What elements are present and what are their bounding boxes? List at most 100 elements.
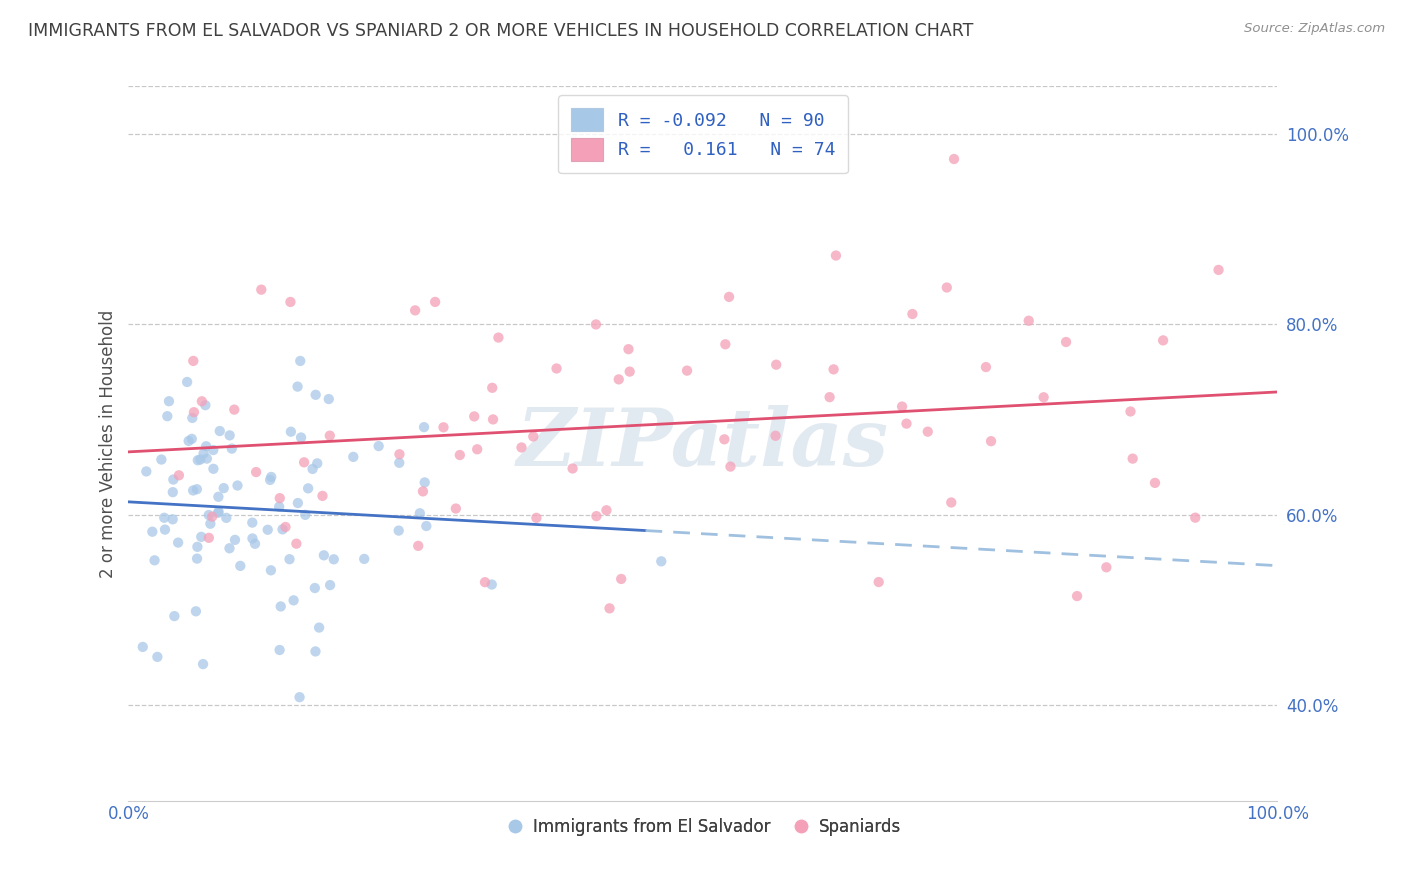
Point [186, 482, 208, 496]
Point [294, 508, 316, 522]
Point [195, 439, 218, 453]
Point [896, 417, 918, 431]
Point [304, 581, 326, 595]
Point [481, 381, 503, 395]
Point [1119, 404, 1142, 418]
Point [449, 448, 471, 462]
Point [412, 484, 434, 499]
Point [388, 447, 411, 461]
Point [176, 375, 198, 389]
Point [290, 354, 312, 368]
Point [409, 506, 432, 520]
Point [278, 552, 301, 566]
Point [256, 523, 278, 537]
Point [610, 572, 633, 586]
Point [162, 485, 184, 500]
Point [765, 429, 787, 443]
Point [825, 248, 848, 262]
Legend: Immigrants from El Salvador, Spaniards: Immigrants from El Salvador, Spaniards [498, 811, 908, 842]
Point [1018, 314, 1040, 328]
Point [305, 388, 328, 402]
Point [135, 464, 157, 478]
Point [187, 453, 209, 467]
Point [143, 553, 166, 567]
Point [481, 577, 503, 591]
Point [1184, 510, 1206, 524]
Point [676, 363, 699, 377]
Point [415, 519, 437, 533]
Point [283, 593, 305, 607]
Point [319, 578, 342, 592]
Point [765, 358, 787, 372]
Point [891, 400, 914, 414]
Point [943, 152, 966, 166]
Point [280, 425, 302, 439]
Point [207, 505, 229, 519]
Point [245, 465, 267, 479]
Point [181, 411, 204, 425]
Point [1143, 475, 1166, 490]
Point [342, 450, 364, 464]
Point [208, 424, 231, 438]
Point [207, 506, 229, 520]
Point [1032, 390, 1054, 404]
Point [465, 442, 488, 457]
Point [269, 491, 291, 505]
Point [221, 442, 243, 456]
Point [463, 409, 485, 424]
Point [259, 473, 281, 487]
Point [1095, 560, 1118, 574]
Point [260, 470, 283, 484]
Point [180, 432, 202, 446]
Point [200, 516, 222, 531]
Text: Source: ZipAtlas.com: Source: ZipAtlas.com [1244, 22, 1385, 36]
Point [720, 459, 742, 474]
Point [301, 462, 323, 476]
Point [432, 420, 454, 434]
Point [353, 552, 375, 566]
Point [406, 539, 429, 553]
Point [561, 461, 583, 475]
Point [269, 500, 291, 514]
Point [243, 537, 266, 551]
Point [404, 303, 426, 318]
Point [308, 621, 330, 635]
Point [280, 295, 302, 310]
Point [132, 640, 155, 654]
Point [141, 524, 163, 539]
Y-axis label: 2 or more Vehicles in Household: 2 or more Vehicles in Household [100, 310, 117, 578]
Point [599, 601, 621, 615]
Point [194, 398, 217, 412]
Point [288, 690, 311, 705]
Point [595, 503, 617, 517]
Point [367, 439, 389, 453]
Point [270, 599, 292, 614]
Point [619, 365, 641, 379]
Point [868, 575, 890, 590]
Point [240, 516, 263, 530]
Point [156, 409, 179, 424]
Point [202, 462, 225, 476]
Point [1152, 334, 1174, 348]
Point [290, 430, 312, 444]
Point [297, 481, 319, 495]
Point [444, 501, 467, 516]
Point [285, 536, 308, 550]
Point [193, 446, 215, 460]
Point [224, 402, 246, 417]
Point [413, 475, 436, 490]
Point [260, 563, 283, 577]
Point [287, 379, 309, 393]
Point [714, 337, 737, 351]
Point [162, 473, 184, 487]
Point [224, 533, 246, 547]
Point [188, 452, 211, 467]
Point [941, 495, 963, 509]
Point [901, 307, 924, 321]
Point [546, 361, 568, 376]
Point [585, 318, 607, 332]
Point [162, 512, 184, 526]
Point [482, 412, 505, 426]
Point [195, 451, 218, 466]
Point [713, 433, 735, 447]
